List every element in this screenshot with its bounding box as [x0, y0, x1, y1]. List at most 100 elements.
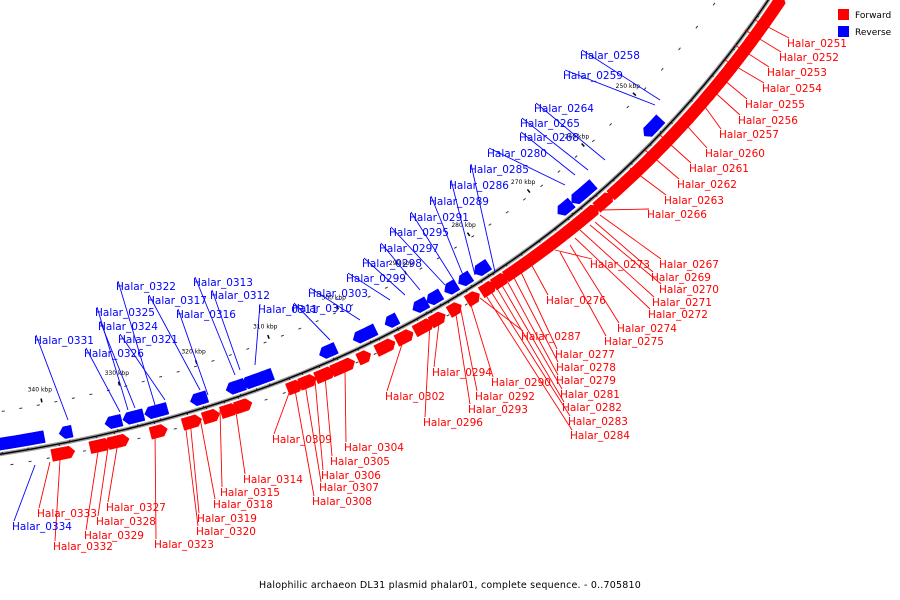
gene-shadow [492, 273, 495, 276]
forward-gene-label: Halar_0278 [556, 362, 616, 374]
reverse-gene-label: Halar_0312 [210, 290, 270, 302]
leader-line [347, 272, 391, 301]
forward-gene-label: Halar_0252 [779, 52, 839, 64]
gene-shadow [470, 284, 473, 288]
gene-shadow [186, 412, 189, 415]
forward-gene-arrow [200, 408, 221, 425]
forward-gene-label: Halar_0256 [738, 115, 798, 127]
track-dot [264, 398, 268, 401]
forward-gene-arrow [463, 291, 480, 308]
leader-line [709, 87, 741, 116]
leader-line [559, 251, 607, 337]
reverse-gene-arrow [352, 323, 379, 344]
track-dot [522, 198, 526, 201]
forward-gene-label: Halar_0267 [659, 259, 719, 271]
leader-line [589, 224, 662, 285]
forward-gene-arrow [477, 280, 496, 299]
leader-line [579, 229, 655, 298]
gene-shadow [425, 311, 428, 314]
track-dot [82, 450, 87, 452]
leader-line [594, 221, 654, 273]
leader-line [599, 214, 662, 260]
track-dot [332, 312, 337, 315]
gene-shadow [595, 194, 598, 197]
leader-line [54, 459, 61, 542]
leader-line [304, 383, 322, 483]
leader-line [494, 284, 565, 403]
gene-shadow [239, 393, 242, 396]
track-dot [315, 320, 319, 323]
reverse-gene-arrow [241, 372, 263, 390]
forward-gene-arrow [106, 433, 130, 450]
leader-line [85, 347, 121, 413]
leader-line [554, 249, 593, 260]
tick-label: 270 kbp [511, 179, 536, 186]
legend-forward-label: Forward [855, 11, 891, 21]
leader-line [38, 461, 51, 509]
gene-shadow [580, 207, 583, 210]
gene-label-layer: Halar_0251 Halar_0252 Halar_0253 Halar_0254… [12, 38, 847, 553]
forward-gene-label: Halar_0287 [521, 331, 581, 343]
forward-gene-label: Halar_0314 [243, 474, 303, 486]
forward-gene-label: Halar_0328 [96, 516, 156, 528]
reverse-gene-arrow [319, 342, 339, 359]
gene-shadow [160, 418, 162, 421]
tick-label: 300 kbp [322, 294, 347, 301]
forward-gene-label: Halar_0319 [197, 513, 257, 525]
leader-line [724, 59, 765, 84]
track-dot [246, 347, 250, 350]
forward-gene-label: Halar_0309 [272, 434, 332, 446]
track-dot [355, 361, 359, 364]
forward-gene-arrow [313, 366, 335, 385]
forward-gene-label: Halar_0281 [560, 389, 620, 401]
forward-gene-label: Halar_0318 [213, 499, 273, 511]
leader-line [574, 237, 651, 310]
reverse-gene-arrow [426, 288, 445, 306]
leader-line [717, 74, 748, 100]
forward-gene-label: Halar_0271 [652, 297, 712, 309]
legend: Forward Reverse [838, 9, 892, 38]
track-dot [471, 235, 475, 238]
track-dot [298, 327, 302, 330]
reverse-gene-label: Halar_0291 [409, 212, 469, 224]
track-dot [28, 460, 32, 463]
forward-gene-label: Halar_0275 [604, 336, 664, 348]
leader-line [734, 44, 770, 68]
forward-gene-arrow [50, 445, 76, 462]
gene-shadow [202, 405, 205, 408]
forward-gene-label: Halar_0304 [344, 442, 404, 454]
leader-line [754, 19, 790, 39]
forward-gene-label: Halar_0262 [677, 179, 737, 191]
forward-gene-label: Halar_0315 [220, 487, 280, 499]
leader-line [189, 419, 200, 514]
track-dot [350, 304, 354, 307]
gene-shadow [268, 383, 271, 386]
forward-gene-label: Halar_0251 [787, 38, 847, 50]
reverse-gene-arrow [144, 402, 170, 420]
tick-label: 320 kbp [181, 348, 206, 355]
forward-gene-arrow [180, 414, 203, 431]
leader-line [314, 379, 324, 471]
forward-gene-arrow [606, 174, 634, 201]
reverse-gene-label: Halar_0331 [34, 335, 94, 347]
forward-gene-label: Halar_0266 [647, 209, 707, 221]
leader-line [488, 147, 566, 186]
leader-line [529, 261, 549, 296]
tick-mark [40, 398, 43, 403]
track-dot [712, 2, 716, 6]
leader-line [363, 257, 406, 296]
gene-shadow [378, 338, 381, 341]
forward-gene-label: Halar_0276 [546, 295, 606, 307]
gene-shadow [756, 15, 760, 18]
track-dot [626, 105, 630, 109]
leader-line [219, 409, 223, 488]
leader-line [324, 375, 333, 457]
track-dot [228, 354, 232, 357]
forward-gene-label: Halar_0320 [196, 526, 256, 538]
leader-line [309, 287, 361, 321]
reverse-gene-arrow [3, 430, 46, 449]
leader-line [254, 303, 261, 366]
reverse-gene-arrow [0, 436, 10, 451]
